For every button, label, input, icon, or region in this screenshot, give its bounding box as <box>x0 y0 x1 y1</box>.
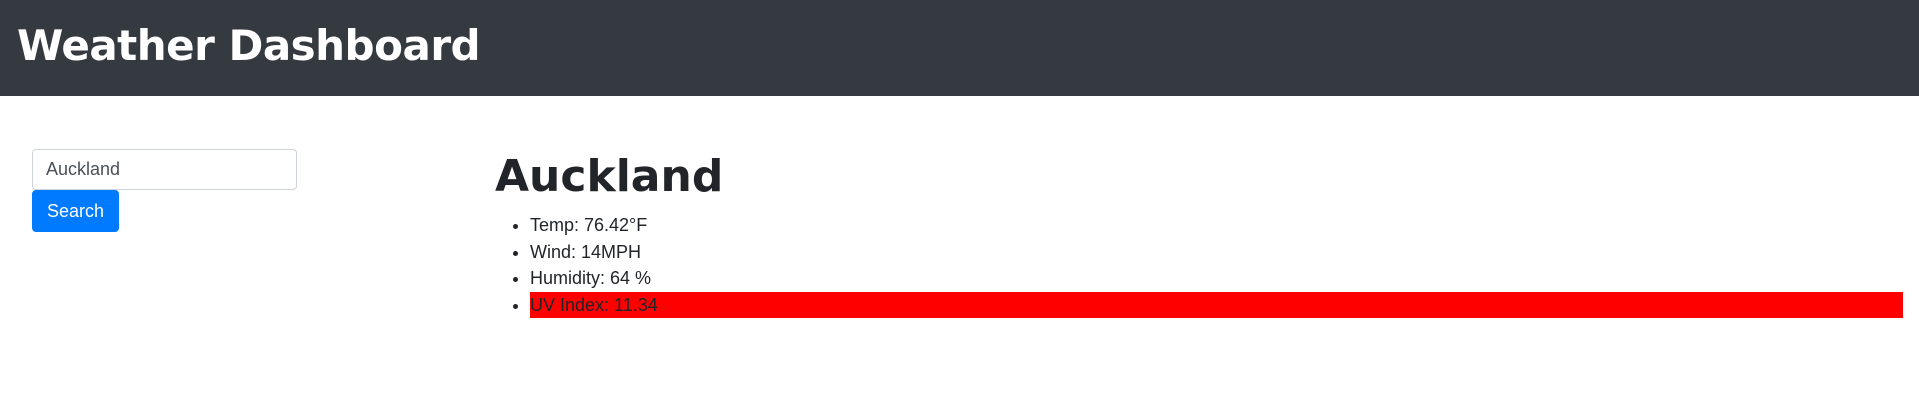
current-weather-panel: Auckland Temp: 76.42°F Wind: 14MPH Humid… <box>495 150 1905 318</box>
temperature-item: Temp: 76.42°F <box>530 212 1905 239</box>
humidity-text: Humidity: 64 % <box>530 268 652 288</box>
uv-index-item: UV Index: 11.34 <box>530 291 1905 318</box>
wind-item: Wind: 14MPH <box>530 239 1905 266</box>
page-header: Weather Dashboard <box>0 0 1919 96</box>
temperature-text: Temp: 76.42°F <box>530 215 648 235</box>
city-search-input[interactable] <box>32 149 297 190</box>
weather-stats-list: Temp: 76.42°F Wind: 14MPH Humidity: 64 %… <box>495 212 1905 318</box>
wind-text: Wind: 14MPH <box>530 241 642 262</box>
humidity-item: Humidity: 64 % <box>530 265 1905 292</box>
search-button[interactable]: Search <box>32 190 120 232</box>
uv-index-text: UV Index: 11.34 <box>530 291 1903 318</box>
app-title: Weather Dashboard <box>17 21 481 70</box>
city-name: Auckland <box>495 151 724 202</box>
search-panel: Search <box>32 149 297 232</box>
